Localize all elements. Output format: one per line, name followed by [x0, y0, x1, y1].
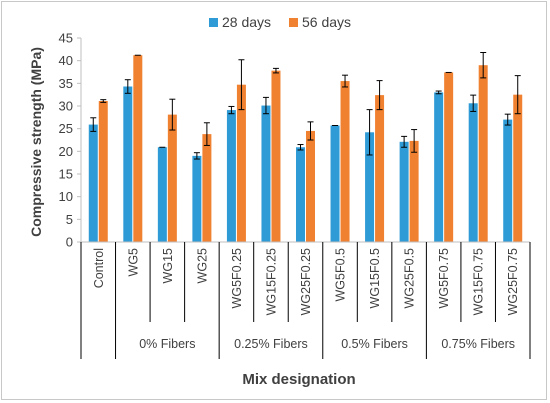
y-axis: 0 5 10 15 20 25 30 35 40 45 — [59, 31, 82, 250]
y-axis-title: Compressive strength (MPa) — [28, 47, 44, 237]
x-tick-label: WG5F0.5 — [334, 248, 348, 302]
bar-28-days — [296, 147, 305, 242]
x-tick-label: WG15 — [161, 248, 175, 283]
bar-56-days — [167, 114, 177, 242]
bar-56-days — [375, 95, 385, 243]
x-tick-label: WG25F0.25 — [299, 248, 313, 315]
legend-swatch — [289, 18, 298, 27]
y-tick-label: 45 — [59, 31, 73, 46]
bar-28-days — [192, 155, 202, 242]
bar-56-days — [236, 84, 246, 243]
bar-56-days — [478, 65, 488, 242]
x-tick-label: WG5F0.75 — [437, 248, 451, 308]
y-tick-label: 25 — [59, 121, 73, 136]
group-label: 0% Fibers — [139, 337, 195, 351]
bar-28-days — [399, 141, 409, 242]
y-tick-label: 20 — [59, 144, 73, 159]
bar-56-days — [444, 72, 454, 242]
y-tick-label: 5 — [66, 212, 73, 227]
x-tick-label: WG15F0.25 — [264, 248, 278, 315]
y-tick-label: 40 — [59, 53, 73, 68]
bar-28-days — [434, 92, 444, 243]
x-tick-label: WG15F0.75 — [472, 248, 486, 315]
x-axis: Control WG5 WG15 WG25 WG5F0.25 WG15F0.25 WG25F… — [80, 241, 531, 359]
bar-56-days — [98, 101, 108, 242]
bar-56-days — [513, 94, 523, 243]
y-tick-label: 0 — [66, 235, 73, 250]
x-tick-label: WG5F0.25 — [230, 248, 244, 308]
bar-28-days — [88, 124, 98, 242]
x-tick-label: WG25 — [195, 248, 209, 283]
y-tick-label: 35 — [59, 76, 73, 91]
y-tick-label: 15 — [59, 167, 73, 182]
bar-28-days — [365, 132, 375, 242]
legend: 28 days 56 days — [209, 14, 351, 30]
bar-28-days — [330, 125, 340, 242]
legend-label: 28 days — [222, 14, 271, 30]
error-bars — [90, 52, 521, 160]
bar-28-days — [468, 103, 478, 242]
legend-swatch — [209, 18, 218, 27]
group-label: 0.5% Fibers — [341, 337, 408, 351]
x-tick-label: WG25F0.5 — [403, 248, 417, 308]
y-tick-label: 30 — [59, 99, 73, 114]
x-tick-label: Control — [92, 248, 106, 288]
x-tick-label: WG25F0.75 — [506, 248, 520, 315]
bar-28-days — [157, 147, 167, 242]
bar-56-days — [133, 55, 143, 242]
bar-28-days — [226, 110, 236, 242]
bar-28-days — [123, 86, 133, 242]
bar-56-days — [409, 140, 419, 242]
bar-28-days — [261, 105, 271, 243]
bars — [88, 55, 523, 243]
x-tick-label: WG5 — [126, 248, 140, 277]
bar-56-days — [340, 81, 350, 242]
bar-28-days — [503, 119, 513, 242]
group-label: 0.75% Fibers — [441, 337, 515, 351]
x-axis-title: Mix designation — [242, 371, 355, 388]
y-tick-label: 10 — [59, 189, 73, 204]
bar-56-days — [306, 130, 315, 242]
legend-label: 56 days — [302, 14, 351, 30]
bar-56-days — [271, 70, 281, 242]
bar-56-days — [202, 134, 212, 242]
group-label: 0.25% Fibers — [234, 337, 308, 351]
x-tick-label: WG15F0.5 — [368, 248, 382, 308]
